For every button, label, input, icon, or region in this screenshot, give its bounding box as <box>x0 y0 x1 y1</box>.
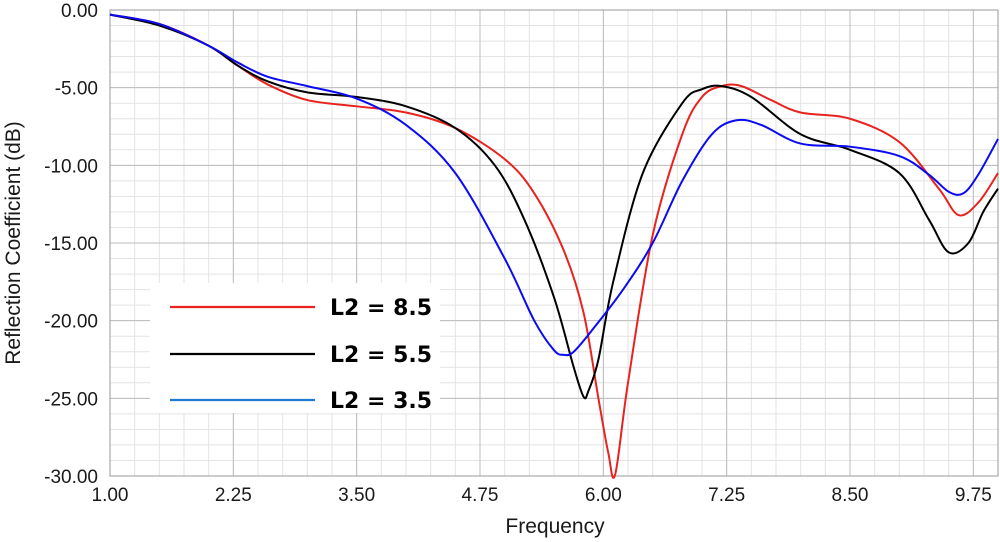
y-tick-label: -10.00 <box>44 156 98 177</box>
series-line-l2-3-5 <box>109 13 999 357</box>
x-tick-label: 2.25 <box>215 485 252 506</box>
y-axis-title: Reflection Coefficient (dB) <box>2 121 25 365</box>
series-layer <box>109 13 999 479</box>
legend: L2 = 8.5 L2 = 5.5 L2 = 3.5 <box>150 283 440 414</box>
x-tick-label: 3.50 <box>338 485 375 506</box>
x-axis-title: Frequency <box>505 515 605 538</box>
legend-label-l2-5-5: L2 = 5.5 <box>330 343 432 368</box>
y-axis-ticks: 0.00 -5.00 -10.00 -15.00 -20.00 -25.00 -30.00 <box>44 1 98 488</box>
y-tick-label: 0.00 <box>61 1 98 22</box>
y-tick-label: -30.00 <box>44 467 98 488</box>
x-tick-label: 8.50 <box>832 485 869 506</box>
series-line-l2-5-5 <box>109 13 999 400</box>
x-tick-label: 9.75 <box>955 485 992 506</box>
y-tick-label: -20.00 <box>44 312 98 333</box>
y-tick-label: -5.00 <box>55 79 98 100</box>
plot-frame <box>109 9 999 477</box>
x-axis-ticks: 1.00 2.25 3.50 4.75 6.00 7.25 8.50 9.75 <box>92 485 992 506</box>
legend-box <box>150 283 440 413</box>
y-tick-label: -15.00 <box>44 234 98 255</box>
x-tick-label: 4.75 <box>462 485 499 506</box>
x-tick-label: 1.00 <box>92 485 129 506</box>
x-tick-label: 7.25 <box>708 485 745 506</box>
x-tick-label: 6.00 <box>585 485 622 506</box>
series-line-l2-8-5 <box>109 13 999 479</box>
legend-label-l2-8-5: L2 = 8.5 <box>330 296 432 321</box>
legend-label-l2-3-5: L2 = 3.5 <box>330 389 432 414</box>
y-tick-label: -25.00 <box>44 389 98 410</box>
